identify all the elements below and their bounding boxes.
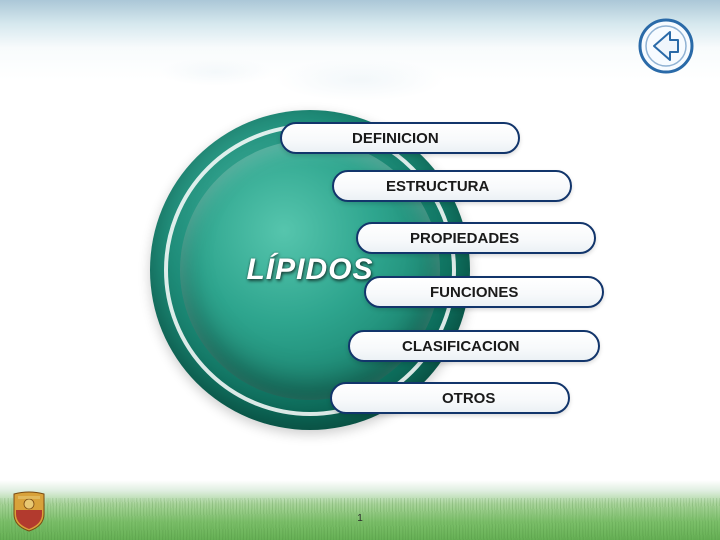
pill-propiedades[interactable]: PROPIEDADES <box>356 222 596 254</box>
back-button[interactable] <box>638 18 694 74</box>
pill-label: ESTRUCTURA <box>386 178 489 195</box>
pill-estructura[interactable]: ESTRUCTURA <box>332 170 572 202</box>
pill-clasificacion[interactable]: CLASIFICACION <box>348 330 600 362</box>
pill-otros[interactable]: OTROS <box>330 382 570 414</box>
back-arrow-icon <box>638 18 694 74</box>
pill-label: FUNCIONES <box>430 284 518 301</box>
shield-icon <box>12 490 46 532</box>
pill-label: CLASIFICACION <box>402 338 520 355</box>
pill-label: OTROS <box>442 390 495 407</box>
pill-definicion[interactable]: DEFINICION <box>280 122 520 154</box>
pill-label: PROPIEDADES <box>410 230 519 247</box>
pill-funciones[interactable]: FUNCIONES <box>364 276 604 308</box>
page-number: 1 <box>357 513 363 524</box>
clouds <box>0 40 720 120</box>
pill-label: DEFINICION <box>352 130 439 147</box>
institution-badge <box>12 490 46 532</box>
